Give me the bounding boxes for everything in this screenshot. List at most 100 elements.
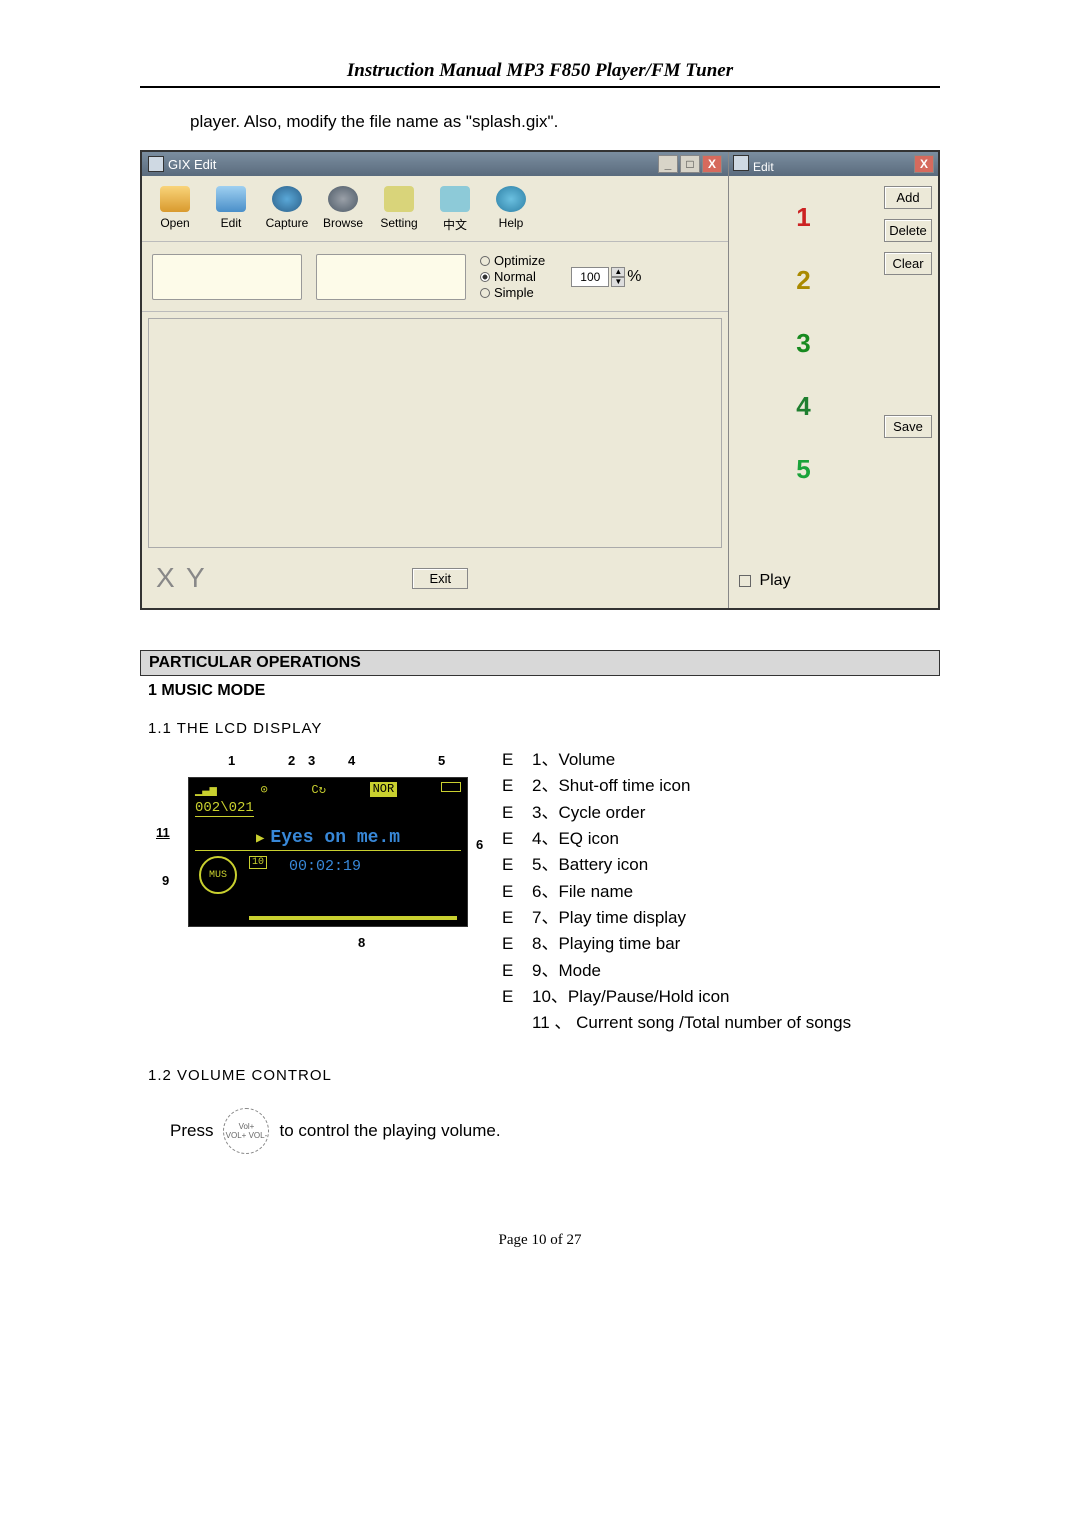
vol-dn-label: VOL+ VOL- [226,1131,268,1140]
battery-icon [441,782,461,792]
legend-e: E [502,931,532,957]
lcd-screen: ▁▃▅ ⊙ C↻ NOR 002\021 ▶ Eyes on me.m 10 0… [188,777,468,927]
clear-button[interactable]: Clear [884,252,932,275]
play-box: Play [729,554,938,608]
frame-2[interactable]: 2 [737,249,870,312]
legend-e: E [502,773,532,799]
frame-1[interactable]: 1 [737,186,870,249]
lcd-box: 1 2 3 4 5 6 7 8 9 11 ▁▃▅ ⊙ C↻ NOR 002\02… [148,747,478,1037]
frame-3[interactable]: 3 [737,312,870,375]
legend-6: 6、File name [532,879,633,905]
toolbar: Open Edit Capture Browse Setting 中文 Help [142,176,728,242]
callout-8: 8 [358,935,365,950]
xy-label: X Y [156,562,207,594]
side-close-button[interactable]: X [914,155,934,173]
app-icon [148,156,164,172]
lang-icon [440,186,470,212]
app-title: GIX Edit [168,157,216,172]
help-label: Help [499,216,524,230]
capture-label: Capture [266,216,309,230]
normal-radio[interactable]: Normal [480,269,545,284]
mid-row: Optimize Normal Simple ▲▼ % [142,242,728,312]
preview-slot-1 [152,254,302,300]
volume-control-icon: Vol+ VOL+ VOL- [223,1108,269,1154]
volume-control-heading: 1.2 VOLUME CONTROL [140,1037,940,1088]
spin-up[interactable]: ▲ [611,267,625,277]
normal-label: Normal [494,269,536,284]
vol-up-label: Vol+ [239,1122,255,1131]
play-label: Play [759,572,790,589]
percent-suffix: % [627,268,641,286]
side-titlebar: Edit X [729,152,938,176]
browse-label: Browse [323,216,363,230]
intro-text: player. Also, modify the file name as "s… [190,112,940,132]
page-footer: Page 10 of 27 [140,1232,940,1249]
gix-edit-app: GIX Edit _ □ X Open Edit Capture Browse … [140,150,940,610]
lang-label: 中文 [443,216,467,233]
callout-1: 1 [228,753,235,768]
add-button[interactable]: Add [884,186,932,209]
legend-e: E [502,800,532,826]
legend-2: 2、Shut-off time icon [532,773,690,799]
open-button[interactable]: Open [150,186,200,233]
callout-5: 5 [438,753,445,768]
minimize-button[interactable]: _ [658,155,678,173]
legend-e: E [502,826,532,852]
time-bar [249,916,457,920]
setting-button[interactable]: Setting [374,186,424,233]
timer-icon: ⊙ [260,782,267,797]
press-pre: Press [170,1121,213,1141]
edit-button[interactable]: Edit [206,186,256,233]
help-button[interactable]: Help [486,186,536,233]
percent-input[interactable] [571,267,609,287]
open-label: Open [160,216,189,230]
capture-button[interactable]: Capture [262,186,312,233]
legend-8: 8、Playing time bar [532,931,680,957]
legend-4: 4、EQ icon [532,826,619,852]
simple-label: Simple [494,285,534,300]
legend-e: E [502,958,532,984]
eq-icon: NOR [370,782,398,797]
play-checkbox[interactable] [739,575,751,587]
maximize-button[interactable]: □ [680,155,700,173]
frame-4[interactable]: 4 [737,375,870,438]
spin-down[interactable]: ▼ [611,277,625,287]
help-icon [496,186,526,212]
legend-11: 11 、 Current song /Total number of songs [532,1010,932,1036]
delete-button[interactable]: Delete [884,219,932,242]
browse-icon [328,186,358,212]
callout-11: 11 [156,825,170,840]
callout-4: 4 [348,753,355,768]
save-button[interactable]: Save [884,415,932,438]
side-app-icon [733,155,749,171]
exit-button[interactable]: Exit [412,568,468,589]
legend-9: 9、Mode [532,958,601,984]
close-button[interactable]: X [702,155,722,173]
play-icon: ▶ [256,830,264,847]
legend-10: 10、Play/Pause/Hold icon [532,984,730,1010]
press-row: Press Vol+ VOL+ VOL- to control the play… [140,1088,940,1162]
callout-3: 3 [308,753,315,768]
lang-button[interactable]: 中文 [430,186,480,233]
callout-6: 6 [476,837,483,852]
optimize-radio[interactable]: Optimize [480,253,545,268]
frame-5[interactable]: 5 [737,438,870,501]
quality-radios: Optimize Normal Simple [480,252,545,301]
legend-e: E [502,852,532,878]
percent-spinner[interactable]: ▲▼ % [571,267,641,287]
main-titlebar: GIX Edit _ □ X [142,152,728,176]
lcd-display-heading: 1.1 THE LCD DISPLAY [140,706,940,747]
legend-e: E [502,984,532,1010]
legend-e: E [502,905,532,931]
legend-7: 7、Play time display [532,905,686,931]
browse-button[interactable]: Browse [318,186,368,233]
simple-radio[interactable]: Simple [480,285,545,300]
legend-e: E [502,747,532,773]
bottom-bar: X Y Exit [142,554,728,608]
callout-2: 2 [288,753,295,768]
legend-e: E [502,879,532,905]
main-panel: GIX Edit _ □ X Open Edit Capture Browse … [142,152,728,608]
side-panel: Edit X 1 2 3 4 5 Add Delete Clear Save P… [728,152,938,608]
song-count: 002\021 [195,800,254,817]
press-post: to control the playing volume. [279,1121,500,1141]
